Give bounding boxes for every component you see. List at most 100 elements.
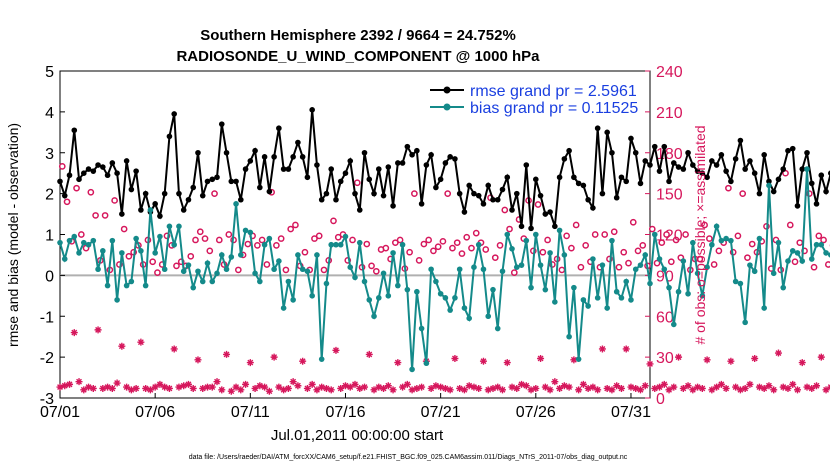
bias-point (119, 250, 125, 256)
obs-assimilated-point (137, 338, 145, 346)
bias-point (737, 280, 744, 287)
bias-point (709, 241, 715, 248)
obs-possible-point (311, 235, 318, 242)
rmse-point (823, 188, 829, 195)
rmse-point (138, 207, 144, 213)
obs-possible-point (111, 197, 118, 204)
bias-point (242, 227, 249, 234)
obs-assimilated-point (646, 360, 654, 368)
bias-point (723, 235, 729, 242)
rmse-point (609, 149, 615, 156)
obs-assimilated-point (441, 384, 449, 392)
rmse-point (95, 162, 101, 168)
bias-point (447, 307, 453, 313)
bias-point (580, 297, 587, 303)
obs-assimilated-point (418, 383, 426, 391)
rmse-point (447, 154, 453, 160)
obs-assimilated-point (284, 384, 292, 392)
bias-point (766, 182, 772, 189)
bias-point (628, 297, 634, 303)
y-tick-label: 4 (45, 105, 54, 122)
obs-possible-point (391, 239, 399, 247)
obs-possible-point (696, 255, 704, 263)
obs-assimilated-point (70, 329, 78, 337)
y2-tick-label: 150 (656, 187, 683, 204)
rmse-point (323, 190, 330, 197)
rmse-point (238, 196, 244, 203)
bias-point (699, 293, 706, 299)
obs-assimilated-point (327, 386, 335, 394)
bias-point (566, 333, 572, 340)
rmse-point (257, 184, 263, 191)
rmse-point (680, 166, 687, 172)
obs-assimilated-point (403, 380, 411, 388)
obs-possible-point (591, 231, 599, 238)
obs-assimilated-point (751, 354, 759, 362)
obs-assimilated-point (551, 378, 559, 386)
bias-point (533, 231, 539, 238)
rmse-point (675, 164, 682, 170)
bias-point (238, 252, 244, 258)
obs-possible-point (563, 232, 570, 240)
bias-point (337, 241, 344, 248)
obs-possible-point (653, 259, 661, 267)
bias-point (552, 299, 558, 305)
obs-assimilated-point (770, 386, 778, 394)
obs-assimilated-point (308, 380, 316, 388)
obs-assimilated-point (66, 380, 74, 388)
bias-point (266, 235, 273, 242)
rmse-point (523, 162, 530, 168)
chart-subtitle: RADIOSONDE_U_WIND_COMPONENT @ 1000 hPa (176, 48, 540, 65)
obs-assimilated-point (275, 383, 283, 391)
bias-point (818, 241, 825, 248)
obs-assimilated-point (251, 384, 259, 392)
rmse-point (295, 139, 301, 146)
rmse-point (547, 209, 553, 215)
obs-assimilated-point (351, 380, 359, 388)
y-tick-label: -2 (40, 350, 54, 367)
obs-possible-point (292, 221, 299, 229)
obs-assimilated-point (484, 386, 492, 394)
rmse-point (723, 168, 729, 174)
rmse-point (261, 154, 268, 160)
obs-assimilated-point (246, 359, 254, 367)
obs-assimilated-point (356, 384, 364, 392)
obs-assimilated-point (232, 383, 240, 391)
obs-possible-point (701, 221, 708, 229)
obs-possible-point (430, 247, 437, 255)
bias-point (380, 270, 387, 277)
obs-possible-point (739, 190, 747, 197)
obs-assimilated-point (161, 383, 169, 391)
rmse-point (414, 147, 420, 154)
obs-possible-point (77, 231, 85, 238)
legend-label: bias grand pr = 0.11525 (470, 100, 638, 117)
obs-possible-point (234, 266, 242, 274)
bias-point (770, 270, 777, 277)
rmse-point (285, 166, 292, 172)
bias-point (651, 231, 658, 238)
obs-possible-point (301, 248, 309, 256)
obs-possible-point (163, 232, 171, 240)
obs-possible-point (534, 201, 542, 208)
rmse-point (656, 168, 663, 174)
bias-point (66, 237, 73, 244)
bias-point (789, 248, 796, 254)
rmse-point (433, 184, 439, 191)
rmse-point (185, 196, 192, 203)
rmse-point (808, 180, 815, 187)
rmse-point (318, 196, 325, 203)
obs-assimilated-point (375, 383, 383, 391)
bias-point (257, 278, 263, 285)
bias-point (547, 250, 553, 256)
obs-assimilated-point (437, 383, 445, 391)
bias-point (356, 239, 363, 246)
rmse-point (690, 162, 696, 168)
obs-possible-point (372, 267, 380, 275)
obs-possible-point (287, 225, 295, 233)
bias-point (352, 274, 358, 281)
bias-point (670, 321, 677, 328)
rmse-point (76, 176, 82, 183)
bias-point (366, 297, 373, 303)
bias-point (385, 293, 392, 299)
rmse-point (399, 160, 406, 166)
